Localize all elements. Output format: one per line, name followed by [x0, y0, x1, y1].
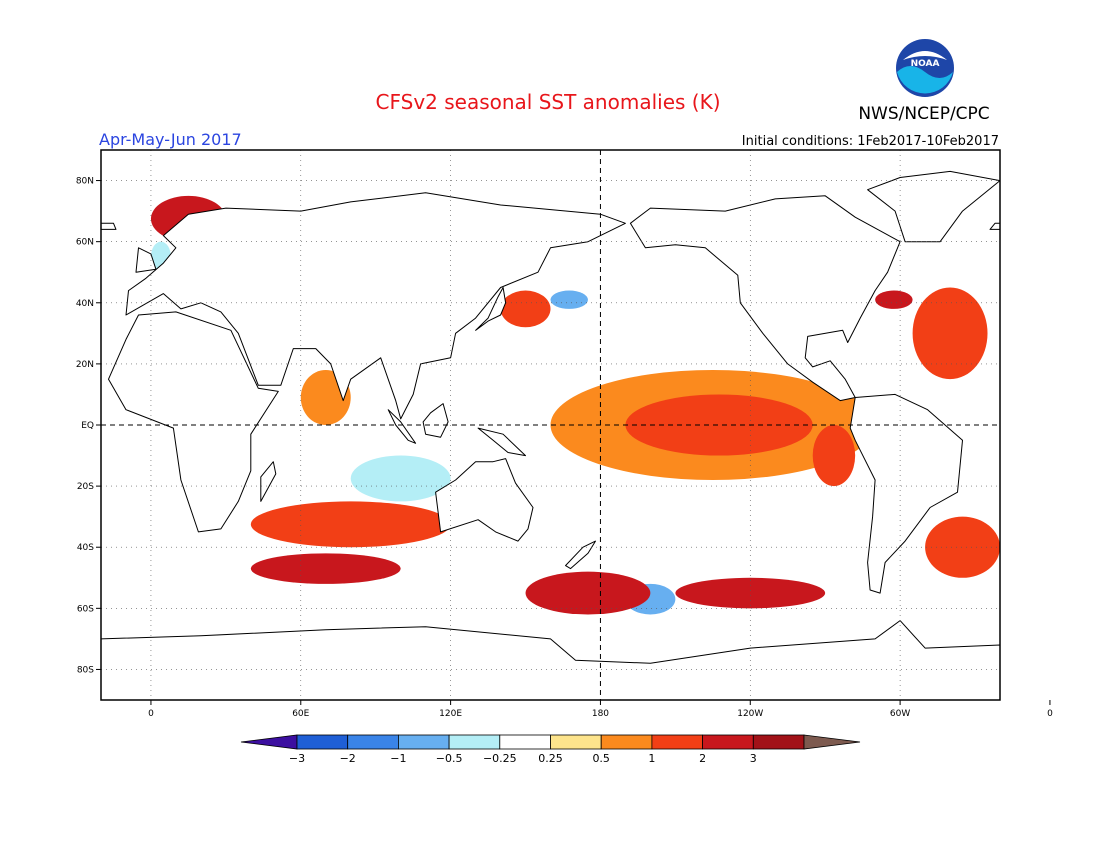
- colorbar-label-2: −1: [390, 752, 406, 765]
- lat-tick-label-6: 40S: [77, 543, 94, 553]
- land-japan: [475, 287, 507, 331]
- colorbar-label-7: 1: [648, 752, 655, 765]
- noaa-logo-text: NOAA: [911, 59, 940, 69]
- colorbar-label-4: −0.25: [483, 752, 517, 765]
- lat-tick-label-8: 80S: [77, 665, 94, 675]
- anomaly-region-11: [925, 516, 1000, 578]
- chart-title: CFSv2 seasonal SST anomalies (K): [376, 90, 721, 114]
- colorbar-swatch-1: [347, 734, 399, 750]
- colorbar-swatch-7: [651, 734, 704, 750]
- land-sumatra: [387, 409, 417, 444]
- anomaly-region-15: [250, 553, 401, 584]
- land-masses: [101, 170, 1100, 700]
- anomaly-region-6: [625, 394, 813, 456]
- land-europe-wrap: [1025, 205, 1100, 315]
- lat-tick-label-7: 60S: [77, 604, 94, 614]
- land-iceland: [101, 222, 117, 230]
- lat-tick-label-2: 40N: [76, 299, 94, 309]
- anomaly-region-2: [550, 290, 588, 309]
- land-borneo: [422, 403, 449, 438]
- land-antarctica-wrap: [999, 644, 1000, 700]
- anomaly-region-10: [250, 501, 451, 548]
- noaa-logo: NOAA: [896, 39, 954, 97]
- colorbar-swatch-0: [296, 734, 349, 750]
- sst-anomaly-field: [150, 195, 1045, 615]
- land-madagascar: [260, 461, 277, 502]
- land-australia: [435, 458, 534, 542]
- anomaly-region-7: [812, 425, 856, 487]
- lon-tick-label-1: 60E: [292, 709, 309, 719]
- lat-tick-label-5: 20S: [77, 482, 94, 492]
- colorbar-label-9: 3: [750, 752, 757, 765]
- colorbar-label-8: 2: [699, 752, 706, 765]
- anomaly-region-9: [500, 290, 551, 328]
- map-axis-ticks: 0 60E 120E 180 120W 60W 0 80N 60N 40N 20N EQ 20S 40S 6…: [76, 177, 1053, 719]
- colorbar-high-arrow: [803, 734, 861, 750]
- lat-tick-label-3: 20N: [76, 360, 94, 370]
- land-north-america: [629, 195, 901, 402]
- lon-tick-label-4: 120W: [737, 709, 763, 719]
- colorbar-swatch-8: [702, 734, 754, 750]
- lon-tick-label-5: 60W: [890, 709, 910, 719]
- agency-label: NWS/NCEP/CPC: [858, 104, 989, 124]
- colorbar-swatch-9: [752, 734, 805, 750]
- anomaly-region-8: [912, 287, 988, 380]
- land-new-guinea: [477, 427, 526, 457]
- land-africa: [108, 311, 279, 533]
- lat-tick-label-4: EQ: [81, 421, 94, 431]
- land-greenland: [867, 170, 1000, 243]
- land-iceland-wrap: [989, 222, 1000, 230]
- colorbar-label-6: 0.5: [592, 752, 610, 765]
- colorbar-swatch-5: [550, 734, 602, 750]
- season-label: Apr-May-Jun 2017: [99, 130, 242, 149]
- anomaly-region-0: [350, 455, 451, 502]
- anomaly-region-16: [525, 571, 651, 615]
- lat-tick-label-1: 60N: [76, 238, 94, 248]
- colorbar-label-1: −2: [340, 752, 356, 765]
- colorbar-swatch-2: [397, 734, 450, 750]
- land-britain: [135, 247, 157, 273]
- anomaly-region-17: [675, 577, 826, 609]
- colorbar-label-3: −0.5: [436, 752, 463, 765]
- lat-tick-label-0: 80N: [76, 177, 94, 187]
- map-panel: 0 60E 120E 180 120W 60W 0 80N 60N 40N 20N EQ 20S 40S 6…: [76, 149, 1100, 719]
- anomaly-region-14: [1025, 196, 1045, 227]
- lon-tick-label-6: 0: [1047, 709, 1053, 719]
- initial-conditions-label: Initial conditions: 1Feb2017-10Feb2017: [742, 134, 999, 149]
- land-europe-asia: [125, 192, 626, 420]
- lon-tick-label-0: 0: [148, 709, 154, 719]
- colorbar-swatch-3: [448, 734, 501, 750]
- colorbar-label-5: 0.25: [538, 752, 563, 765]
- colorbar: −3 −2 −1 −0.5 −0.25 0.25 0.5 1 2 3: [240, 734, 861, 765]
- land-antarctica: [101, 620, 1000, 700]
- land-south-america: [849, 393, 963, 594]
- lon-tick-label-2: 120E: [439, 709, 462, 719]
- colorbar-low-arrow: [240, 734, 298, 750]
- lon-tick-label-3: 180: [592, 709, 609, 719]
- map-gridlines: [101, 150, 1000, 700]
- colorbar-swatch-4: [499, 734, 551, 750]
- colorbar-swatch-6: [600, 734, 653, 750]
- anomaly-region-12: [875, 290, 913, 309]
- colorbar-label-0: −3: [289, 752, 305, 765]
